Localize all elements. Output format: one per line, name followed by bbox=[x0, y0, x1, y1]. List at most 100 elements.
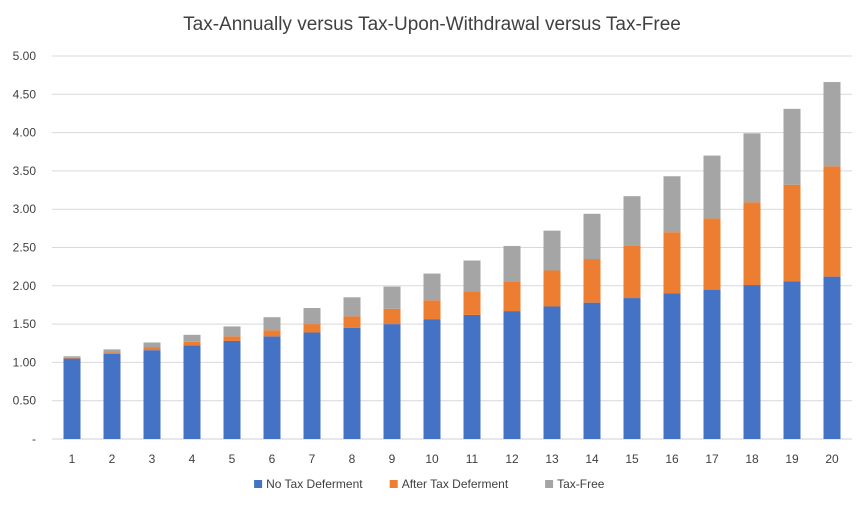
x-tick-label: 8 bbox=[349, 452, 356, 466]
bar-segment bbox=[303, 324, 321, 333]
bar-segment bbox=[503, 281, 521, 312]
bar-segment bbox=[183, 345, 201, 439]
bar-segment bbox=[823, 166, 841, 277]
bar-segment bbox=[263, 336, 281, 439]
x-tick-label: 4 bbox=[189, 452, 196, 466]
bar-segment bbox=[383, 286, 401, 309]
x-tick-label: 19 bbox=[785, 452, 799, 466]
bar-segment bbox=[823, 276, 841, 439]
legend-swatch bbox=[545, 480, 554, 488]
bar-segment bbox=[583, 258, 601, 303]
bar-segment bbox=[343, 297, 361, 317]
bar-segment bbox=[423, 300, 441, 320]
y-tick-label: 1.00 bbox=[13, 355, 37, 369]
gridlines bbox=[52, 55, 852, 440]
chart-title: Tax-Annually versus Tax-Upon-Withdrawal … bbox=[183, 14, 681, 35]
bar-segment bbox=[343, 327, 361, 439]
bar-segment bbox=[143, 342, 161, 348]
bar-segment bbox=[783, 184, 801, 282]
bar-segment bbox=[503, 311, 521, 439]
y-tick-label: 3.50 bbox=[13, 164, 37, 178]
bar-segment bbox=[103, 352, 121, 354]
x-tick-label: 16 bbox=[665, 452, 679, 466]
bar-segment bbox=[623, 298, 641, 439]
x-tick-label: 17 bbox=[705, 452, 719, 466]
bar-segment bbox=[103, 349, 121, 353]
bar-segment bbox=[303, 308, 321, 325]
bar-segment bbox=[703, 155, 721, 219]
legend-label: Tax-Free bbox=[557, 477, 605, 491]
bar-segment bbox=[423, 319, 441, 439]
bar-segment bbox=[183, 334, 201, 342]
x-tick-label: 2 bbox=[109, 452, 116, 466]
bar-segment bbox=[223, 326, 241, 337]
x-tick-label: 6 bbox=[269, 452, 276, 466]
bar-segment bbox=[583, 302, 601, 439]
x-tick-label: 10 bbox=[425, 452, 439, 466]
bar-segment bbox=[623, 196, 641, 246]
bar-segment bbox=[783, 108, 801, 185]
x-tick-label: 15 bbox=[625, 452, 639, 466]
bar-segment bbox=[543, 306, 561, 439]
bar-segment bbox=[823, 82, 841, 167]
y-tick-label: 2.00 bbox=[13, 279, 37, 293]
bar-segment bbox=[143, 350, 161, 439]
bar-segment bbox=[343, 316, 361, 328]
bar-segment bbox=[223, 336, 241, 341]
bar-segment bbox=[423, 273, 441, 301]
bar-segment bbox=[63, 356, 81, 358]
bar-segment bbox=[463, 260, 481, 292]
legend-swatch bbox=[389, 480, 398, 488]
bar-segment bbox=[743, 285, 761, 439]
bar-segment bbox=[543, 230, 561, 271]
bar-segment bbox=[103, 353, 121, 439]
y-tick-label: 2.50 bbox=[13, 241, 37, 255]
x-tick-label: 5 bbox=[229, 452, 236, 466]
bar-segment bbox=[183, 341, 201, 346]
legend-label: No Tax Deferment bbox=[266, 477, 363, 491]
bar-segment bbox=[263, 317, 281, 331]
y-tick-label: 5.00 bbox=[13, 49, 37, 63]
bar-segment bbox=[63, 358, 81, 439]
bar-segment bbox=[663, 232, 681, 294]
y-tick-label: 0.50 bbox=[13, 394, 37, 408]
x-tick-label: 9 bbox=[389, 452, 396, 466]
bar-segment bbox=[543, 270, 561, 307]
bar-segment bbox=[263, 330, 281, 337]
bar-segment bbox=[303, 332, 321, 439]
bar-segment bbox=[383, 308, 401, 325]
bar-segment bbox=[463, 291, 481, 315]
bar-segment bbox=[703, 289, 721, 439]
y-tick-label: 3.00 bbox=[13, 202, 37, 216]
legend-label: After Tax Deferment bbox=[402, 477, 509, 491]
x-axis-tick-labels: 1 2 3 4 5 6 7 8 9 10 11 12 13 14 15 16 17 18 19 20 bbox=[69, 452, 839, 466]
bar-segment bbox=[223, 340, 241, 439]
x-tick-label: 20 bbox=[825, 452, 839, 466]
x-tick-label: 11 bbox=[466, 452, 479, 466]
bar-segment bbox=[663, 176, 681, 233]
bar-segment bbox=[583, 213, 601, 259]
y-axis-tick-labels: - 0.50 1.00 1.50 2.00 2.50 3.00 3.50 4.00 4.50 5.0… bbox=[13, 49, 37, 446]
bar-segment bbox=[743, 133, 761, 203]
y-tick-label: 4.50 bbox=[13, 87, 37, 101]
x-tick-label: 1 bbox=[69, 452, 76, 466]
x-tick-label: 14 bbox=[585, 452, 599, 466]
y-tick-label: 1.50 bbox=[13, 317, 37, 331]
y-tick-label: - bbox=[32, 432, 36, 446]
bar-segment bbox=[623, 245, 641, 299]
bar-segment bbox=[783, 281, 801, 439]
x-tick-label: 12 bbox=[505, 452, 519, 466]
bar-segment bbox=[383, 324, 401, 439]
bar-segment bbox=[703, 218, 721, 290]
x-tick-label: 18 bbox=[745, 452, 759, 466]
bar-segment bbox=[63, 357, 81, 359]
bar-segment bbox=[663, 293, 681, 439]
bar-segment bbox=[463, 314, 481, 439]
y-tick-label: 4.00 bbox=[13, 126, 37, 140]
legend: No Tax Deferment After Tax Deferment Tax-F… bbox=[254, 477, 605, 491]
bar-segment bbox=[503, 245, 521, 282]
legend-swatch bbox=[254, 480, 263, 488]
x-tick-label: 3 bbox=[149, 452, 156, 466]
